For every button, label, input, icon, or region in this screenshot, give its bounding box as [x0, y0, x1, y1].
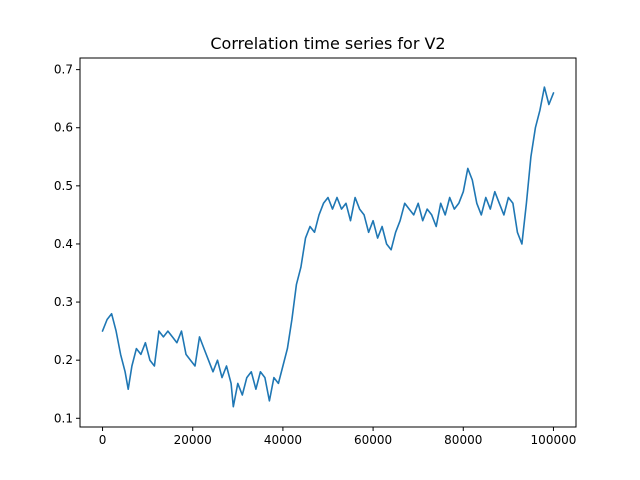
- x-tick-label: 0: [99, 433, 107, 447]
- y-tick-label: 0.2: [54, 353, 73, 367]
- x-axis: 0 20000 40000 60000 80000 100000: [99, 427, 577, 447]
- x-tick-label: 40000: [264, 433, 302, 447]
- x-tick-label: 60000: [354, 433, 392, 447]
- y-tick-label: 0.3: [54, 295, 73, 309]
- x-tick-label: 20000: [174, 433, 212, 447]
- y-tick-label: 0.4: [54, 237, 73, 251]
- x-tick-label: 80000: [444, 433, 482, 447]
- y-tick-label: 0.6: [54, 121, 73, 135]
- x-tick-label: 100000: [531, 433, 577, 447]
- chart-title: Correlation time series for V2: [210, 34, 445, 53]
- axes-frame: [79, 57, 577, 428]
- y-tick-label: 0.7: [54, 63, 73, 77]
- series-line: [101, 86, 555, 408]
- plot-area: [101, 86, 555, 408]
- y-tick-label: 0.5: [54, 179, 73, 193]
- y-axis: 0.1 0.2 0.3 0.4 0.5 0.6 0.7: [54, 63, 80, 425]
- y-tick-label: 0.1: [54, 411, 73, 425]
